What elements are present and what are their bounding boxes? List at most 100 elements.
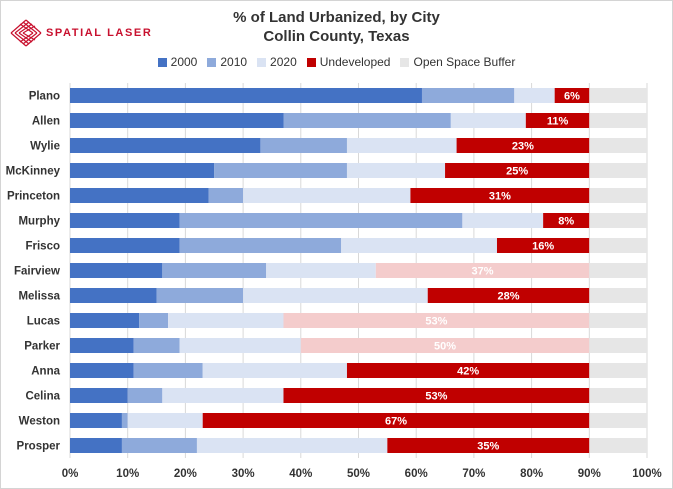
bar-segment [283, 313, 590, 328]
bar-segment [70, 163, 215, 178]
bar-segment [156, 288, 244, 303]
x-tick-label: 30% [232, 468, 255, 480]
bar-segment [179, 238, 342, 253]
data-label: 67% [385, 416, 407, 428]
bar-segment [589, 413, 647, 428]
bar-segment [70, 263, 163, 278]
bar-segment [208, 188, 244, 203]
category-label: Prosper [17, 441, 61, 453]
legend-label: Undeveloped [319, 55, 391, 69]
bar-segment [375, 263, 590, 278]
data-label: 42% [457, 366, 479, 378]
x-tick-label: 80% [520, 468, 543, 480]
bar-segment [70, 238, 180, 253]
bar-segment [589, 288, 647, 303]
data-label: 25% [506, 166, 528, 178]
bar-segment [410, 188, 590, 203]
legend-label: 2010 [220, 55, 248, 69]
bar-segment [70, 313, 140, 328]
bar-segment [283, 388, 590, 403]
data-label: 31% [489, 191, 511, 203]
category-label: McKinney [6, 166, 61, 178]
bar-segment [70, 188, 209, 203]
category-label: Celina [25, 391, 60, 403]
bar-segment [133, 363, 203, 378]
bar-segment [70, 88, 422, 103]
category-label: Plano [29, 91, 60, 103]
bar-segment [168, 313, 284, 328]
bar-segment [121, 438, 197, 453]
data-label: 35% [477, 441, 499, 453]
bar-segment [162, 388, 284, 403]
bar-segment [121, 413, 128, 428]
legend-item: 2020 [257, 55, 297, 69]
bar-segment [70, 338, 134, 353]
bar-segment [243, 188, 411, 203]
legend-swatch [207, 57, 217, 67]
bar-segment [260, 138, 347, 153]
x-tick-label: 40% [289, 468, 312, 480]
bar-segment [589, 238, 647, 253]
bar-segment [133, 338, 180, 353]
bar-segment [346, 138, 457, 153]
legend-label: 2000 [170, 55, 198, 69]
category-label: Weston [19, 416, 60, 428]
data-label: 53% [425, 391, 447, 403]
category-label: Allen [32, 116, 60, 128]
chart-legend: 2000 2010 2020 Undeveloped Open Space Buffer [0, 55, 673, 69]
bar-segment [543, 213, 590, 228]
bar-segment [589, 338, 647, 353]
bar-segment [243, 288, 428, 303]
chart-title: % of Land Urbanized, by City [233, 9, 440, 26]
bar-segment [589, 88, 647, 103]
data-label: 28% [498, 291, 520, 303]
category-label: Parker [24, 341, 60, 353]
legend-item: 2000 [157, 55, 198, 69]
bar-segment [70, 213, 180, 228]
bar-segment [387, 438, 590, 453]
bar-segment [283, 113, 451, 128]
bar-segment [462, 213, 544, 228]
bar-segment [346, 163, 446, 178]
brand-logo: SPATIAL LASER [10, 18, 152, 48]
crosshatch-laser-logo-icon [10, 19, 42, 47]
data-label: 8% [558, 216, 574, 228]
legend-item: Undeveloped [306, 55, 391, 69]
category-label: Melissa [18, 291, 60, 303]
legend-swatch [400, 57, 410, 67]
bar-segment [300, 338, 590, 353]
data-label: 50% [434, 341, 456, 353]
category-label: Frisco [25, 241, 60, 253]
brand-name: SPATIAL LASER [46, 27, 153, 39]
bar-segment [139, 313, 169, 328]
bar-segment [514, 88, 555, 103]
category-label: Fairview [14, 266, 60, 278]
bar-segment [202, 413, 590, 428]
bar-segment [589, 188, 647, 203]
data-label: 23% [512, 141, 534, 153]
x-tick-label: 70% [462, 468, 485, 480]
legend-item: 2010 [207, 55, 247, 69]
bar-segment [179, 338, 301, 353]
bar-segment [70, 363, 134, 378]
legend-swatch [257, 57, 267, 67]
category-label: Princeton [7, 191, 60, 203]
bar-segment [589, 438, 647, 453]
x-tick-label: 0% [62, 468, 79, 480]
bar-segment [589, 313, 647, 328]
bar-segment [341, 238, 497, 253]
bar-segment [589, 213, 647, 228]
data-label: 37% [472, 266, 494, 278]
bar-segment [127, 388, 163, 403]
bar-segment [456, 138, 590, 153]
legend-item: Open Space Buffer [400, 55, 515, 69]
chart-subtitle: Collin County, Texas [263, 28, 410, 45]
category-label: Murphy [18, 216, 60, 228]
bar-segment [554, 88, 590, 103]
bar-segment [589, 138, 647, 153]
legend-swatch [306, 57, 316, 67]
x-tick-label: 10% [116, 468, 139, 480]
bar-segment [127, 413, 203, 428]
bar-segment [450, 113, 526, 128]
bar-segment [427, 288, 590, 303]
